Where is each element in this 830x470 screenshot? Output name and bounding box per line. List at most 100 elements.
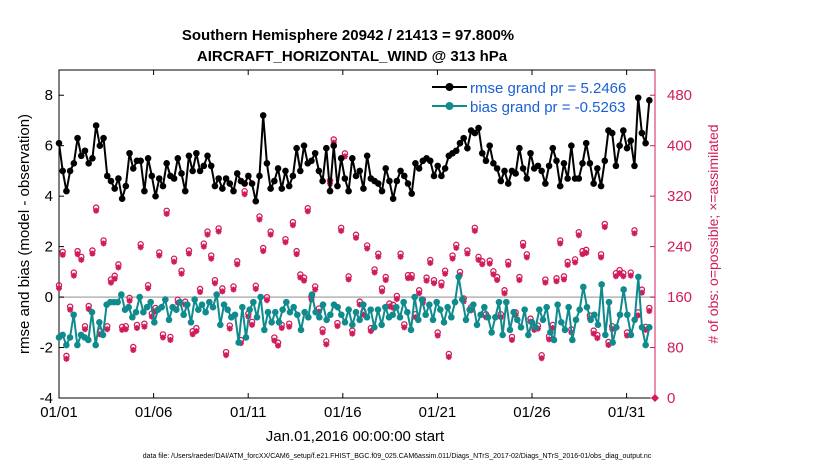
bias-point bbox=[451, 298, 459, 306]
bias-point bbox=[129, 313, 136, 321]
rmse-point bbox=[241, 180, 248, 187]
rmse-point bbox=[620, 127, 627, 134]
obs-assimilated-marker bbox=[59, 251, 66, 258]
y-axis-ticks: -4 -2 0 2 4 6 8 bbox=[40, 87, 64, 407]
y2-axis-ticks: 0 80 160 240 320 400 480 bbox=[650, 70, 692, 407]
rmse-point bbox=[77, 152, 85, 160]
rmse-point bbox=[475, 124, 482, 132]
bias-point bbox=[613, 324, 620, 331]
bias-point bbox=[396, 313, 404, 321]
bias-point bbox=[231, 311, 239, 319]
obs-assimilated-marker bbox=[193, 328, 200, 335]
bias-point bbox=[587, 316, 594, 324]
rmse-point bbox=[389, 195, 397, 202]
bias-point bbox=[349, 321, 356, 329]
rmse-point bbox=[608, 129, 616, 137]
bias-point bbox=[411, 293, 418, 301]
obs-assimilated-marker bbox=[508, 336, 515, 343]
obs-assimilated-marker bbox=[520, 242, 527, 249]
bias-point bbox=[198, 301, 206, 308]
obs-assimilated-marker bbox=[575, 232, 582, 239]
bias-point bbox=[598, 281, 605, 288]
obs-assimilated-marker bbox=[616, 270, 623, 277]
bias-point bbox=[382, 303, 389, 311]
obs-assimilated-marker bbox=[404, 275, 411, 282]
rmse-point bbox=[374, 180, 382, 187]
chart-subtitle: AIRCRAFT_HORIZONTAL_WIND @ 313 hPa bbox=[197, 48, 508, 65]
y2-axis-label: # of obs: o=possible; ×=assimilated bbox=[705, 124, 721, 343]
obs-assimilated-marker bbox=[85, 306, 92, 313]
bias-point bbox=[345, 306, 352, 313]
bias-point bbox=[514, 316, 521, 324]
bias-point bbox=[352, 308, 360, 316]
bias-point bbox=[407, 326, 415, 334]
rmse-point bbox=[326, 187, 334, 195]
obs-assimilated-marker bbox=[479, 261, 486, 268]
bias-point bbox=[209, 303, 217, 311]
bias-point bbox=[323, 316, 330, 324]
obs-assimilated-marker bbox=[141, 323, 148, 330]
bias-point bbox=[59, 331, 66, 339]
rmse-point bbox=[501, 167, 508, 175]
rmse-point bbox=[360, 185, 367, 192]
obs-assimilated-marker bbox=[549, 324, 556, 331]
obs-assimilated-marker bbox=[130, 347, 137, 354]
bias-point bbox=[301, 308, 308, 316]
rmse-point bbox=[378, 187, 386, 195]
footnote: data file: /Users/raeder/DAI/ATM_forcXX/… bbox=[143, 453, 652, 460]
obs-assimilated-marker bbox=[523, 254, 530, 261]
rmse-point bbox=[642, 139, 649, 147]
bias-point bbox=[437, 306, 444, 313]
legend-rmse-marker bbox=[445, 83, 454, 91]
rmse-point bbox=[452, 147, 460, 155]
bias-point bbox=[378, 321, 385, 329]
obs-assimilated-marker bbox=[356, 301, 363, 308]
rmse-point bbox=[300, 142, 308, 149]
y2-tick-label: 480 bbox=[667, 87, 692, 104]
bias-point bbox=[162, 296, 169, 303]
rmse-point bbox=[349, 155, 356, 162]
obs-assimilated-marker bbox=[81, 326, 88, 333]
obs-assimilated-marker bbox=[449, 255, 456, 262]
bias-point bbox=[264, 308, 272, 316]
rmse-point bbox=[207, 162, 215, 170]
rmse-point bbox=[586, 160, 594, 167]
bias-point bbox=[136, 293, 143, 301]
bias-point bbox=[492, 313, 499, 321]
rmse-point bbox=[215, 175, 222, 182]
bias-point bbox=[132, 308, 140, 316]
obs-assimilated-marker bbox=[393, 295, 400, 302]
rmse-point bbox=[363, 152, 371, 160]
rmse-point bbox=[282, 167, 289, 175]
chart-title: Southern Hemisphere 20942 / 21413 = 97.8… bbox=[182, 27, 514, 44]
bias-point bbox=[609, 339, 616, 346]
bias-point bbox=[250, 298, 257, 306]
bias-point bbox=[470, 301, 477, 308]
rmse-point bbox=[96, 142, 104, 149]
obs-assimilated-marker bbox=[564, 261, 571, 268]
obs-assimilated-marker bbox=[107, 279, 114, 286]
obs-assimilated-marker bbox=[159, 334, 166, 341]
bias-point bbox=[635, 273, 642, 281]
bias-point bbox=[624, 311, 631, 319]
bias-point bbox=[140, 308, 147, 316]
bias-point bbox=[334, 303, 341, 311]
obs-assimilated-marker bbox=[427, 260, 434, 267]
rmse-point bbox=[245, 172, 252, 180]
rmse-point bbox=[297, 167, 304, 175]
bias-point bbox=[638, 324, 646, 331]
bias-point bbox=[646, 324, 653, 331]
rmse-point bbox=[233, 170, 241, 177]
rmse-point bbox=[482, 157, 490, 165]
obs-assimilated-marker bbox=[349, 330, 356, 337]
obs-assimilated-marker bbox=[453, 244, 460, 251]
obs-assimilated-marker bbox=[646, 307, 653, 314]
obs-assimilated-marker bbox=[156, 252, 163, 259]
y2-tick-label: 160 bbox=[667, 289, 692, 306]
bias-point bbox=[253, 313, 261, 321]
obs-assimilated-marker bbox=[289, 222, 296, 229]
obs-assimilated-marker bbox=[475, 256, 482, 263]
bias-point bbox=[242, 334, 250, 341]
rmse-point bbox=[189, 167, 196, 175]
bias-point bbox=[576, 306, 583, 313]
